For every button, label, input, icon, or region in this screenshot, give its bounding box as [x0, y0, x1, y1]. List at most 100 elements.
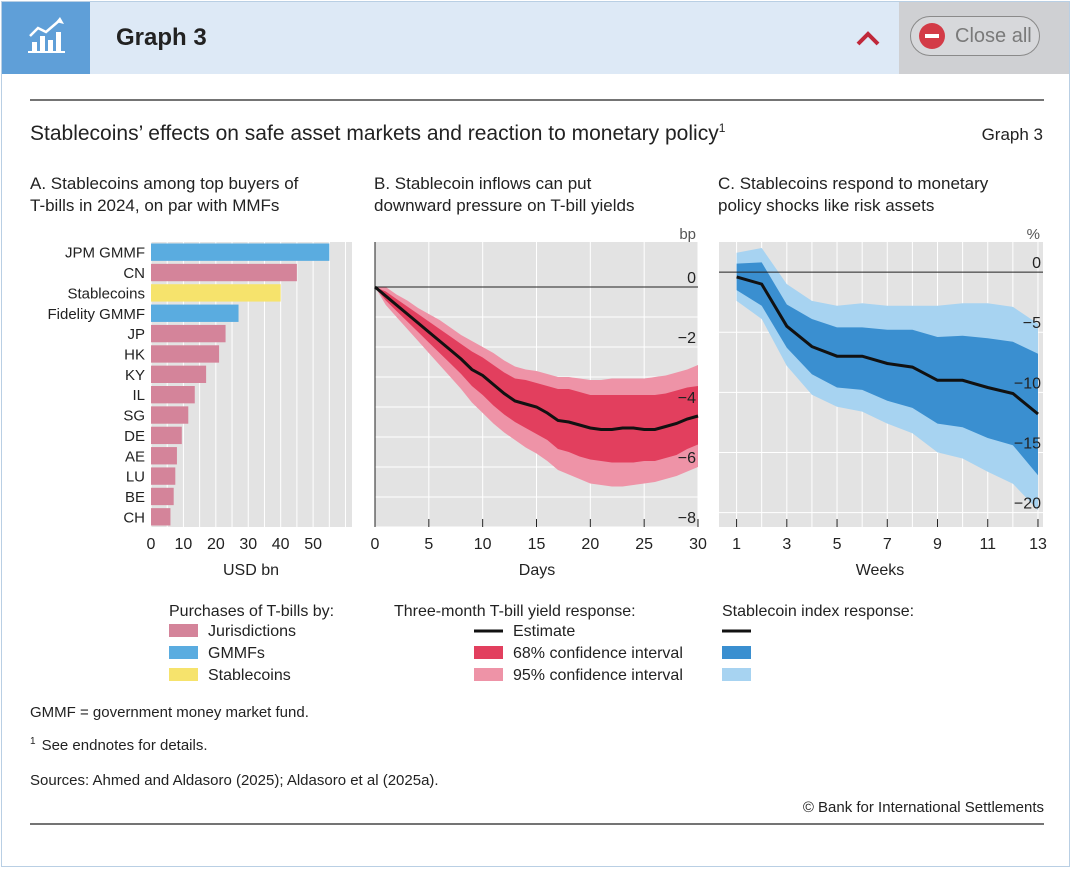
panel-a-category-label: KY	[125, 367, 145, 384]
panel-b-x-tick: 25	[635, 536, 653, 553]
panel-a-title-2: T-bills in 2024, on par with MMFs	[30, 196, 279, 215]
legend-c-title: Stablecoin index response:	[722, 603, 914, 620]
panel-a-category-label: JP	[127, 326, 145, 343]
panel-a-bar	[151, 467, 176, 485]
legend-swatch	[722, 668, 751, 681]
panel-b-unit: bp	[679, 226, 696, 243]
note-abbrev: GMMF = government money market fund.	[30, 704, 309, 721]
note-copyright: © Bank for International Settlements	[803, 799, 1044, 816]
panel-b-band-68	[375, 287, 698, 463]
panel-c-x-tick: 7	[883, 536, 892, 553]
panel-a-x-tick: 20	[207, 536, 225, 553]
panel-a-bar	[151, 426, 182, 445]
panel-a-bar	[151, 324, 226, 343]
panel-c-x-tick: 5	[833, 536, 842, 553]
panel-a-category-label: Fidelity GMMF	[48, 306, 146, 323]
figure-title: Stablecoins’ effects on safe asset marke…	[30, 121, 726, 145]
panel-b-x-tick: 20	[581, 536, 599, 553]
panel-b-x-tick: 5	[424, 536, 433, 553]
panel-c-y-tick: −5	[1023, 315, 1041, 332]
legend-item-label: Jurisdictions	[208, 623, 296, 640]
panel-c-y-tick: −10	[1014, 375, 1041, 392]
panel-c-title-1: C. Stablecoins respond to monetary	[718, 174, 989, 193]
panel-a-bar	[151, 508, 171, 526]
panel-a-bar	[151, 487, 174, 506]
panel-a-bar	[151, 406, 189, 424]
panel-b-y-tick: 0	[687, 270, 696, 287]
panel-b-y-tick: −4	[678, 390, 696, 407]
panel-a-category-label: AE	[125, 448, 145, 465]
legend-swatch	[169, 668, 198, 681]
legend-item-label: 68% confidence interval	[513, 645, 683, 662]
panel-a-x-tick: 50	[304, 536, 322, 553]
legend-item-label: Stablecoins	[208, 667, 291, 684]
panel-c-x-tick: 3	[782, 536, 791, 553]
panel-b: B. Stablecoin inflows can put downward p…	[371, 174, 707, 579]
panel-b-x-tick: 0	[371, 536, 380, 553]
panel-b-x-tick: 15	[528, 536, 546, 553]
panel-b-estimate-line	[374, 285, 699, 431]
panel-a-x-tick: 30	[239, 536, 257, 553]
legend-item-label: 95% confidence interval	[513, 667, 683, 684]
panel-b-y-tick: −2	[678, 330, 696, 347]
panel-c-x-tick: 1	[732, 536, 741, 553]
panel-a-bar	[151, 365, 207, 383]
panel-c-unit: %	[1027, 226, 1040, 243]
panel-c-x-tick: 11	[979, 536, 996, 553]
note-endnote: 1 See endnotes for details.	[30, 736, 208, 754]
figure-graph-label: Graph 3	[982, 125, 1043, 144]
panel-c-estimate-line	[736, 275, 1039, 416]
chevron-up-icon[interactable]	[854, 26, 882, 50]
panel-b-y-tick: −6	[678, 450, 696, 467]
chart-trend-icon	[2, 2, 90, 74]
panel-a-category-label: HK	[124, 346, 145, 363]
panel-b-x-tick: 10	[474, 536, 492, 553]
close-all-label: Close all	[955, 25, 1032, 47]
legend-swatch	[169, 646, 198, 659]
panel-c-y-tick: −20	[1014, 496, 1041, 513]
legend-swatch	[722, 646, 751, 659]
panel-a-category-label: IL	[132, 387, 145, 404]
panel-a-x-tick: 0	[147, 536, 156, 553]
panel-a: A. Stablecoins among top buyers of T-bil…	[30, 174, 352, 579]
legend-swatch	[474, 646, 503, 659]
legend-item-label: Estimate	[513, 623, 575, 640]
legend-swatch	[474, 668, 503, 681]
panel-b-title-1: B. Stablecoin inflows can put	[374, 174, 592, 193]
panel-a-x-tick: 10	[175, 536, 193, 553]
legend-a-title: Purchases of T-bills by:	[169, 603, 334, 620]
panel-a-bar	[151, 243, 330, 261]
legend-b: Three-month T-bill yield response: Estim…	[394, 603, 683, 684]
panel-a-category-label: CH	[123, 509, 145, 526]
panel-a-x-tick: 40	[272, 536, 290, 553]
panel-c: C. Stablecoins respond to monetary polic…	[718, 174, 1047, 579]
panel-b-x-tick: 30	[689, 536, 707, 553]
panel-c-y-tick: −15	[1014, 435, 1041, 452]
panel-a-category-label: JPM GMMF	[65, 245, 145, 262]
minus-circle-icon	[919, 23, 945, 49]
legend-b-title: Three-month T-bill yield response:	[394, 603, 636, 620]
panel-a-bar	[151, 447, 177, 465]
close-all-area: Close all	[899, 2, 1069, 74]
panel-c-y-tick: 0	[1032, 255, 1041, 272]
panel-c-x-tick: 9	[933, 536, 942, 553]
panel-b-y-tick: −8	[678, 510, 696, 527]
panel-title: Graph 3	[116, 24, 207, 51]
panel-b-title-2: downward pressure on T-bill yields	[374, 196, 634, 215]
panel-a-category-label: SG	[123, 408, 145, 425]
panel-a-category-label: Stablecoins	[67, 285, 145, 302]
legend-a: Purchases of T-bills by: Jurisdictions GM…	[169, 603, 334, 684]
close-all-button[interactable]: Close all	[910, 16, 1040, 56]
panel-a-bar	[151, 263, 297, 282]
panel-header: Graph 3 Close all	[2, 2, 1069, 74]
panel-b-xlabel: Days	[519, 562, 555, 579]
panel-a-bar	[151, 345, 220, 363]
panel-a-category-label: CN	[123, 265, 145, 282]
panel-a-category-label: BE	[125, 489, 145, 506]
panel-c-xlabel: Weeks	[856, 562, 905, 579]
panel-a-bar	[151, 386, 195, 404]
panel-a-category-label: LU	[126, 469, 145, 486]
panel-a-category-label: DE	[124, 428, 145, 445]
panel-a-bar	[151, 284, 281, 302]
